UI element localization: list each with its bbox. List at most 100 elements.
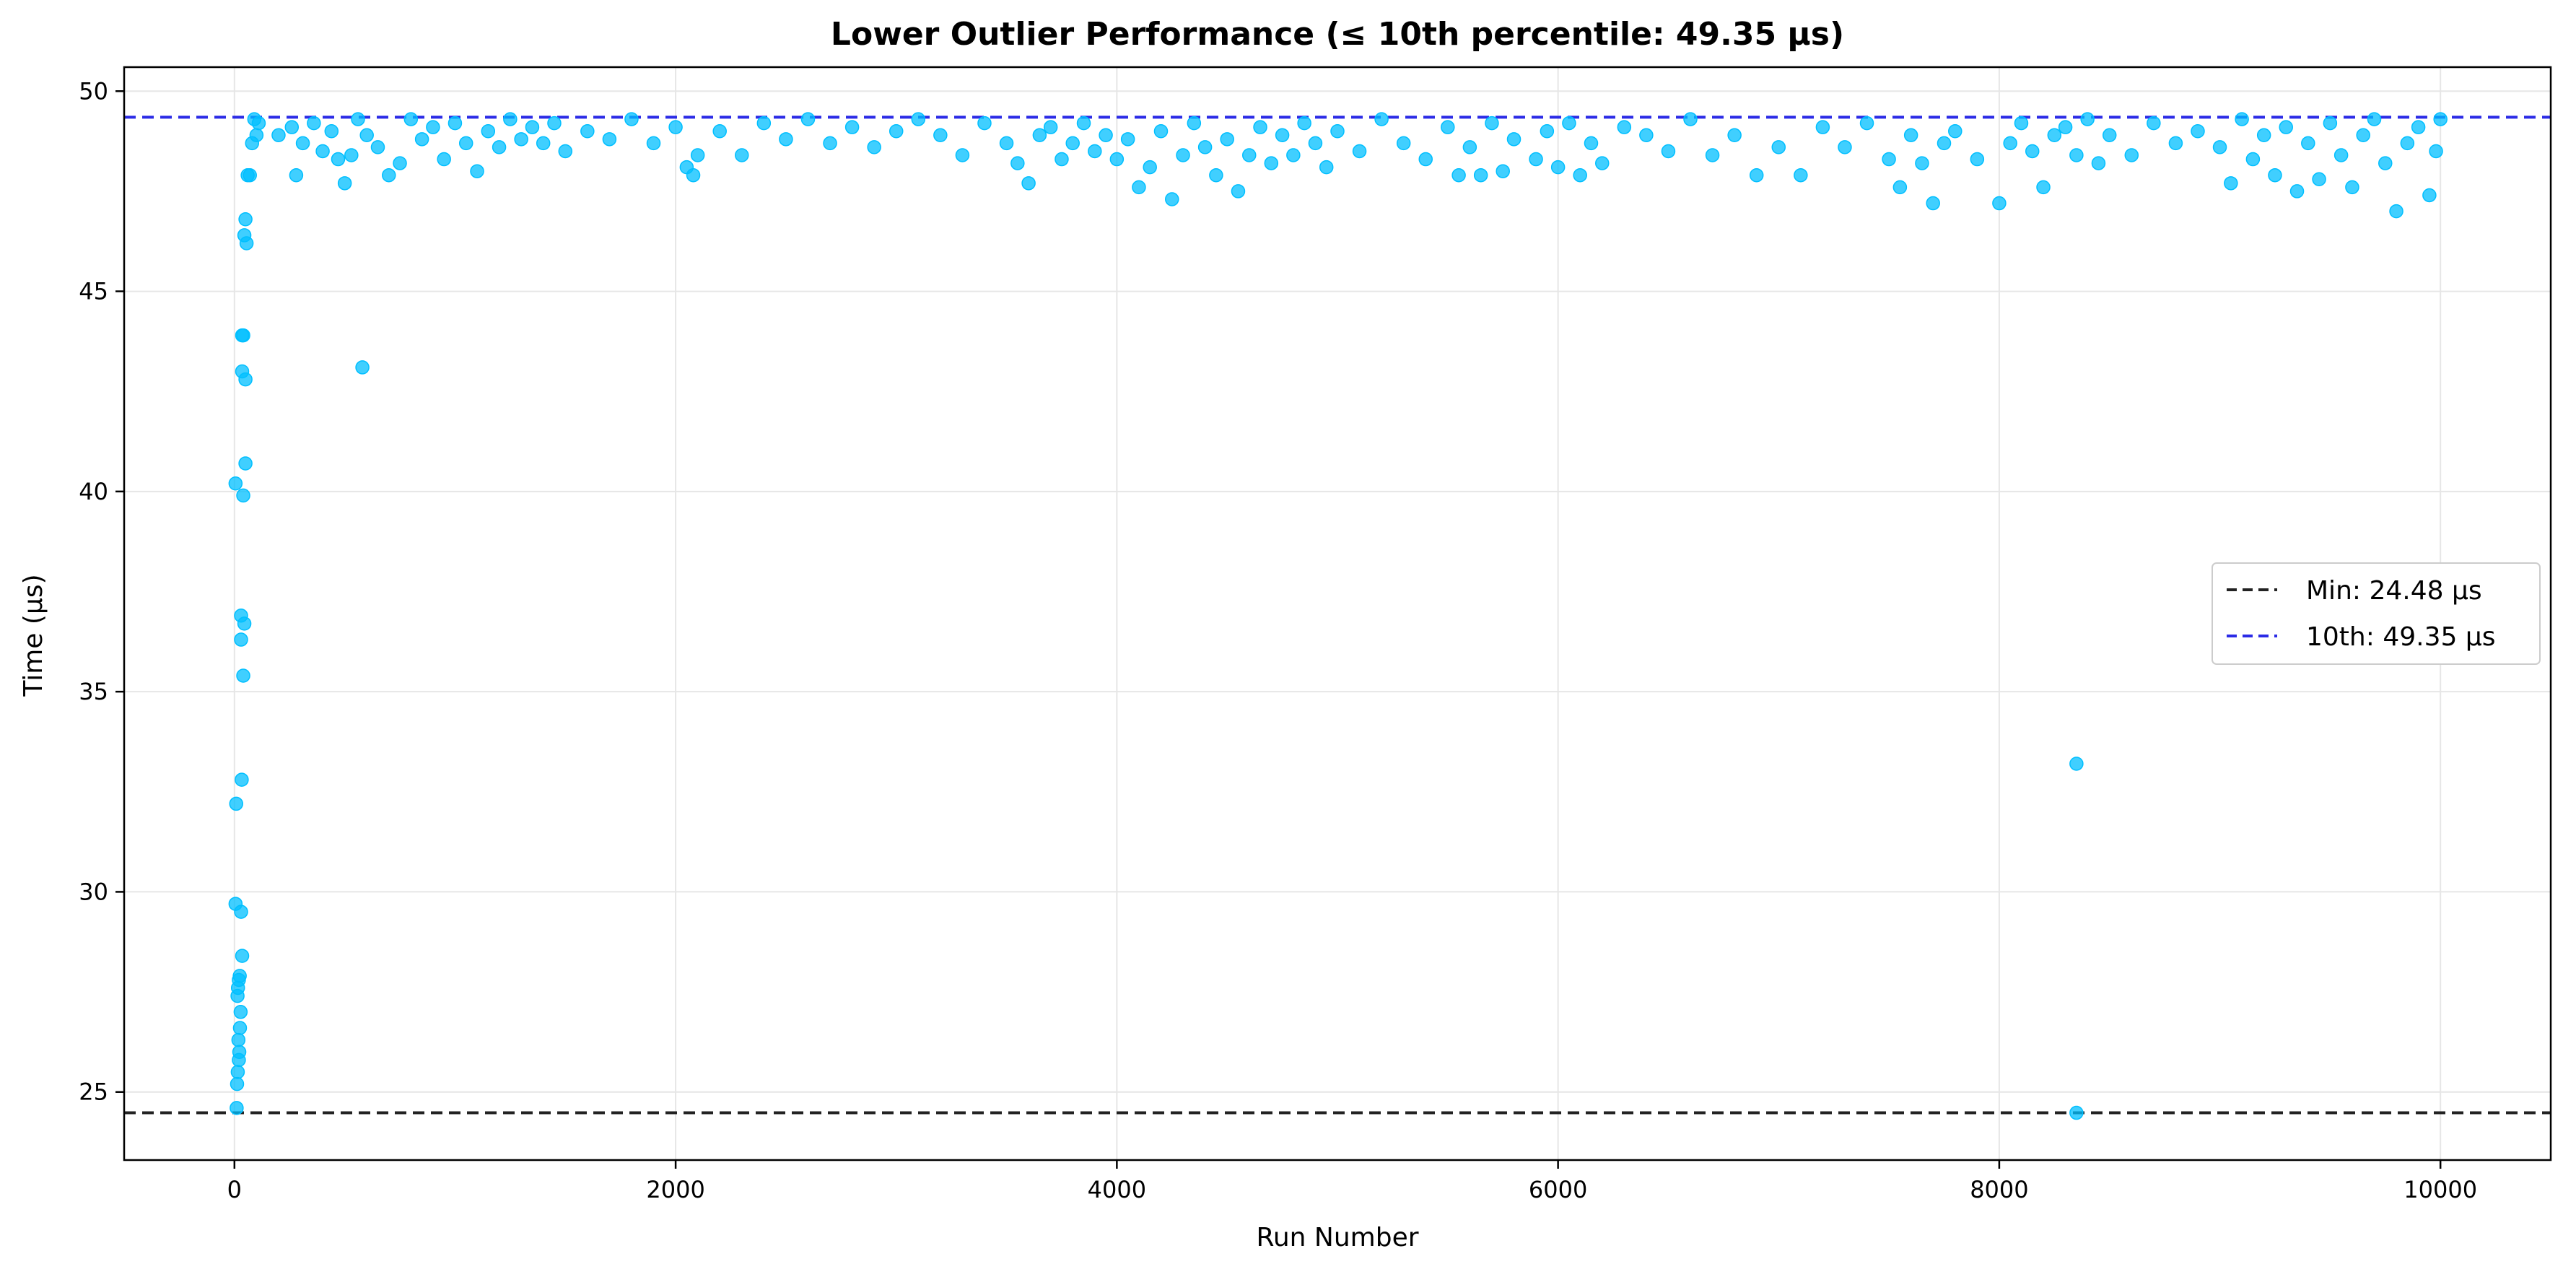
x-tick-label: 2000 [646, 1176, 704, 1203]
data-point [2003, 136, 2017, 151]
data-point [2256, 128, 2271, 143]
y-axis: 25 30 35 40 45 50 [79, 77, 124, 1106]
data-point [1485, 116, 1499, 131]
data-point [1506, 132, 1521, 147]
data-point [1352, 144, 1367, 159]
data-point [1915, 156, 1929, 170]
data-point [289, 167, 304, 183]
data-point [230, 1065, 245, 1079]
data-point [295, 136, 310, 151]
data-point [1308, 136, 1323, 151]
data-point [234, 632, 248, 647]
data-point [1396, 136, 1411, 151]
y-tick-label: 35 [79, 678, 108, 705]
x-axis-title: Run Number [1256, 1223, 1418, 1252]
data-point [1794, 167, 1808, 183]
data-point [2301, 136, 2315, 151]
y-tick-label: 40 [79, 478, 108, 505]
data-point [1882, 152, 1896, 167]
data-point [1065, 136, 1080, 151]
data-point [1010, 156, 1025, 170]
data-point [2047, 128, 2062, 143]
data-point [236, 328, 250, 343]
data-point [514, 132, 528, 147]
data-point [238, 372, 253, 387]
data-point [1992, 196, 2007, 211]
data-point [2422, 188, 2437, 203]
data-point [2312, 172, 2326, 187]
data-point [602, 132, 617, 147]
data-point [690, 148, 705, 162]
legend-label-min: Min: 24.48 μs [2306, 576, 2482, 606]
data-point [458, 136, 473, 151]
data-point [1264, 156, 1279, 170]
data-point [2433, 112, 2448, 126]
data-point [2323, 116, 2338, 131]
data-point [1838, 140, 1852, 154]
data-point [999, 136, 1014, 151]
data-point [393, 156, 407, 170]
data-point [1297, 116, 1311, 131]
data-point [1683, 112, 1698, 126]
data-point [437, 152, 451, 167]
data-point [756, 116, 772, 131]
data-point [1143, 160, 1157, 175]
data-point [235, 772, 249, 787]
data-point [1241, 148, 1257, 162]
data-point [1088, 144, 1102, 159]
data-point [315, 144, 330, 159]
data-point [2124, 148, 2139, 162]
data-point [236, 668, 250, 683]
data-point [337, 176, 352, 191]
data-point [231, 1032, 246, 1047]
data-point [2025, 144, 2040, 159]
data-point [2091, 156, 2106, 170]
data-point [1892, 180, 1908, 195]
data-point [735, 148, 749, 162]
data-point [324, 123, 339, 139]
data-point [1595, 156, 1610, 170]
data-point [686, 167, 701, 183]
data-point [844, 120, 860, 134]
data-point [1584, 136, 1599, 151]
data-point [1165, 192, 1179, 206]
x-tick-label: 4000 [1088, 1176, 1146, 1203]
data-point [1220, 132, 1234, 147]
data-point [558, 144, 573, 159]
data-point [712, 123, 727, 139]
data-point [1529, 152, 1543, 167]
data-point [1937, 136, 1952, 151]
data-point [359, 128, 374, 143]
data-point [1153, 123, 1169, 139]
data-point [1231, 184, 1246, 199]
data-point [2168, 136, 2183, 151]
data-point [823, 136, 837, 151]
legend-label-p10: 10th: 49.35 μs [2306, 622, 2495, 652]
data-point [536, 136, 551, 151]
data-point [1330, 123, 1345, 139]
data-point [271, 128, 286, 143]
data-point [2080, 112, 2095, 126]
data-point [1970, 152, 1985, 167]
data-point [2289, 184, 2305, 199]
data-point [232, 969, 247, 983]
data-point [228, 476, 243, 491]
chart-title: Lower Outlier Performance (≤ 10th percen… [831, 16, 1844, 53]
plot-frame [123, 66, 2552, 1161]
data-point [229, 796, 244, 811]
y-axis-title: Time (μs) [19, 574, 48, 697]
data-point [1374, 112, 1389, 126]
data-point [351, 112, 365, 126]
data-point [251, 116, 266, 131]
data-point [233, 1005, 248, 1019]
data-point [236, 488, 250, 503]
data-point [239, 236, 254, 250]
data-point [1253, 120, 1267, 134]
data-point [525, 120, 540, 134]
data-point [284, 120, 300, 134]
data-point [1903, 128, 1918, 143]
data-point [2058, 120, 2073, 134]
data-point [1418, 152, 1433, 167]
data-point [2014, 116, 2029, 131]
data-point [2356, 128, 2370, 143]
